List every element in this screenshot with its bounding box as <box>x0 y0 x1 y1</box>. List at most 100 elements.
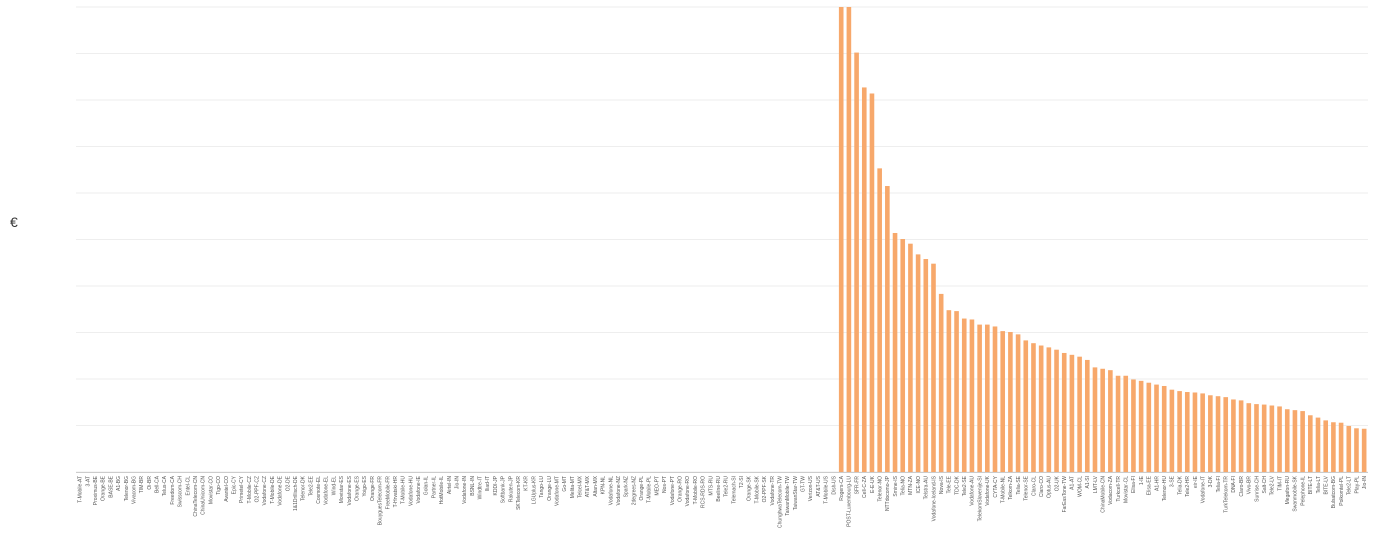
bar <box>1031 343 1036 472</box>
category-label: Telcel-MX <box>578 475 584 498</box>
category-label: O2-UK <box>1054 475 1060 491</box>
category-label: BASE-BE <box>108 475 114 497</box>
category-label: Vodafone-HU <box>408 476 414 506</box>
bar <box>923 259 929 472</box>
bar <box>1338 422 1344 472</box>
bar <box>1000 331 1006 473</box>
category-label: 1-IE <box>1139 475 1145 485</box>
category-label: Telstra-AU <box>924 476 930 500</box>
category-label: NTTdocomo-JP <box>885 475 891 511</box>
category-label: Vodafone-IT <box>1200 476 1206 503</box>
category-label: TDC-DK <box>954 475 960 495</box>
category-label: RCS-RDS-RO <box>701 476 707 508</box>
category-label: Swanmobile-SK <box>1293 475 1299 511</box>
category-label: Tele2-RU <box>724 476 730 497</box>
category-label: MEO-PT <box>654 476 660 495</box>
bar <box>961 318 967 472</box>
bar <box>1084 359 1090 472</box>
category-label: FarEasTone-TW <box>1062 476 1068 513</box>
bar <box>931 263 936 472</box>
category-label: TaiwanMobile-TW <box>785 476 791 516</box>
category-label: T-Mobile-RO <box>693 476 699 504</box>
bar <box>1308 415 1313 472</box>
category-label: Iliad-IT <box>485 476 491 491</box>
bar <box>954 311 959 472</box>
category-label: O2-DE <box>285 475 291 491</box>
category-label: Verizon-US <box>808 475 814 501</box>
bar <box>1361 428 1367 472</box>
bar <box>1184 392 1190 472</box>
category-label: Sunrise-CH <box>1254 476 1260 502</box>
bar <box>1123 375 1129 472</box>
bar <box>869 93 875 473</box>
category-label: Vodafone-IE <box>416 475 422 503</box>
bar <box>977 324 982 473</box>
bar <box>1015 334 1021 472</box>
category-label: Vodafone-PT <box>670 476 676 505</box>
category-label: Orange-FR <box>370 476 376 501</box>
category-label: Tigo-CO <box>216 476 222 495</box>
bar <box>1177 391 1182 472</box>
category-label: T-Mobile-HU <box>401 476 407 504</box>
category-label: Cosmote-EL <box>316 476 322 504</box>
category-label: Play-PL <box>1354 476 1360 494</box>
category-label: HotMobile-IL <box>439 476 445 505</box>
category-label: O2-PPF-CZ <box>255 476 261 502</box>
category-label: Vivacom-BG <box>131 476 137 504</box>
category-label: Partner-IL <box>431 476 437 498</box>
category-label: Swisscom-CH <box>178 476 184 508</box>
bar <box>1115 375 1121 472</box>
category-label: GT-TW <box>801 476 807 492</box>
category-label: DNA-FI <box>1231 476 1237 493</box>
category-label: T-Mobile-NL <box>1001 476 1007 503</box>
category-label: Pelephone-IL <box>1300 476 1306 506</box>
category-label: T-Mobile-PL <box>647 476 653 503</box>
bar <box>885 186 890 472</box>
category-label: Vodacom-ZA <box>1108 475 1114 505</box>
bar <box>1323 420 1329 472</box>
category-label: Altan-MX <box>593 475 599 496</box>
category-label: LGUplus-KR <box>531 476 537 504</box>
bar <box>1200 393 1205 472</box>
category-label: T-Mobile-US <box>824 475 830 503</box>
category-label: Telkom-ZA <box>1008 475 1014 500</box>
category-label: Nova-IS <box>939 475 945 494</box>
category-label: A1-BG <box>116 476 122 491</box>
bar <box>892 232 898 472</box>
category-label: 2degrees-NZ <box>631 476 637 505</box>
bar <box>1284 409 1290 472</box>
category-label: BSNL-IN <box>470 476 476 496</box>
category-label: Telenor-SE <box>1024 475 1030 500</box>
category-label: Telenor-BG <box>124 476 130 501</box>
category-label: CYTA-CY <box>993 475 999 497</box>
category-label: Telia-DK <box>1177 475 1183 495</box>
bar <box>1046 347 1052 472</box>
category-label: ICE-NO <box>916 476 922 494</box>
category-label: Jio-IN <box>454 476 460 489</box>
bar <box>1100 368 1105 472</box>
category-label: Telia-NO <box>901 476 907 496</box>
category-label: Telus-CA <box>162 475 168 496</box>
bar <box>1246 403 1252 472</box>
category-label: Vodafone-MT <box>554 476 560 506</box>
bar <box>969 319 975 472</box>
bar <box>1331 422 1336 473</box>
category-label: 1&1Drillisch-DE <box>293 475 299 511</box>
category-label: Megafon-RU <box>1285 476 1291 505</box>
category-label: ChinaTelecom-CN <box>193 476 199 517</box>
category-label: Windtre-IT <box>478 476 484 499</box>
bar <box>1131 379 1136 472</box>
bar <box>1161 385 1167 473</box>
category-label: Orange-RO <box>678 476 684 502</box>
bar <box>846 7 852 472</box>
category-label: Orange-SK <box>747 475 753 501</box>
category-label: Movistar-CO <box>208 476 214 504</box>
bar <box>1269 405 1275 472</box>
bar <box>854 52 859 472</box>
category-label: Vodafone-Iceland-IS <box>931 475 937 521</box>
category-label: SKTelecom-KR <box>516 476 522 510</box>
category-label: Tele2-HR <box>1185 476 1191 497</box>
category-label: Beeline-RU <box>716 476 722 502</box>
category-label: eir-IE <box>1193 475 1199 488</box>
category-label: ChinaMobile-CN <box>1100 476 1106 513</box>
